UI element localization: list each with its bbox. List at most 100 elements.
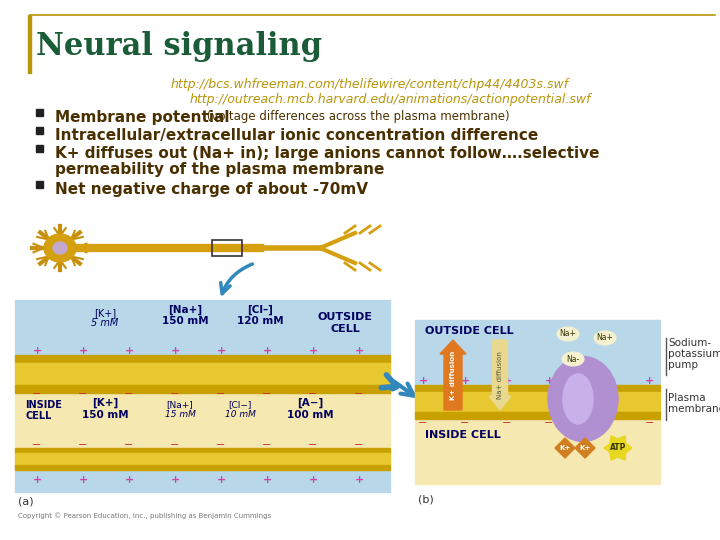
Bar [28, 15, 31, 73]
FancyArrowPatch shape [395, 382, 414, 396]
Text: 120 mΜ: 120 mΜ [237, 316, 283, 326]
Text: −: − [125, 389, 134, 399]
Text: (voltage differences across the plasma membrane): (voltage differences across the plasma m… [203, 110, 510, 123]
Text: [A−]: [A−] [297, 398, 323, 408]
Text: −: − [645, 418, 654, 428]
Text: −: − [125, 440, 134, 450]
Text: K+: K+ [580, 445, 590, 451]
Text: +: + [308, 475, 318, 485]
Text: (a): (a) [18, 497, 34, 507]
Bar [15, 363, 390, 385]
Text: −: − [354, 389, 364, 399]
Text: potassium: potassium [668, 349, 720, 359]
Text: http://outreach.mcb.harvard.edu/animations/actionpotential.swf: http://outreach.mcb.harvard.edu/animatio… [189, 93, 590, 106]
Bar [212, 240, 242, 256]
Ellipse shape [44, 234, 76, 262]
Text: 100 mΜ: 100 mΜ [287, 410, 333, 420]
Text: −: − [171, 440, 180, 450]
Text: −: − [308, 440, 318, 450]
Text: −: − [460, 418, 469, 428]
Text: K+: K+ [559, 445, 571, 451]
Text: −: − [354, 440, 364, 450]
Bar [36, 145, 43, 152]
Text: http://bcs.whfreeman.com/thelifewire/content/chp44/4403s.swf: http://bcs.whfreeman.com/thelifewire/con… [171, 78, 569, 91]
Text: 10 mΜ: 10 mΜ [225, 410, 256, 419]
Bar [415, 412, 660, 419]
Bar [15, 385, 390, 393]
Text: [K+]: [K+] [94, 308, 116, 318]
Ellipse shape [548, 356, 618, 442]
Bar [36, 127, 43, 134]
Text: INSIDE CELL: INSIDE CELL [425, 430, 500, 440]
Text: −: − [78, 440, 88, 450]
Text: [Cl−]: [Cl−] [228, 400, 252, 409]
Text: K+ diffusion: K+ diffusion [450, 350, 456, 400]
Text: +: + [354, 346, 364, 356]
Text: (b): (b) [418, 495, 433, 505]
Polygon shape [604, 436, 632, 460]
Bar [15, 448, 390, 453]
Text: +: + [308, 346, 318, 356]
Text: INSIDE: INSIDE [25, 400, 62, 410]
Text: −: − [503, 418, 512, 428]
Ellipse shape [53, 242, 67, 254]
Bar [15, 300, 390, 355]
Text: +: + [125, 475, 134, 485]
Text: CELL: CELL [330, 324, 360, 334]
Text: Na-: Na- [567, 354, 580, 363]
Text: K+ diffuses out (Na+ in); large anions cannot follow….selective: K+ diffuses out (Na+ in); large anions c… [55, 146, 600, 161]
Ellipse shape [562, 352, 584, 366]
Text: −: − [308, 389, 318, 399]
Text: Neural signaling: Neural signaling [36, 31, 322, 62]
Text: −: − [262, 440, 271, 450]
Text: ATP: ATP [610, 443, 626, 453]
Text: [Cl–]: [Cl–] [247, 305, 273, 315]
Text: −: − [262, 389, 271, 399]
Ellipse shape [594, 331, 616, 345]
Text: Plasma: Plasma [668, 393, 706, 403]
Text: −: − [171, 389, 180, 399]
Ellipse shape [563, 374, 593, 424]
Text: +: + [418, 376, 428, 386]
Text: +: + [460, 376, 469, 386]
Text: −: − [544, 418, 554, 428]
Text: +: + [354, 475, 364, 485]
Bar [415, 385, 660, 392]
Bar [15, 465, 390, 470]
Text: +: + [125, 346, 134, 356]
Bar [415, 419, 660, 484]
Text: membrane: membrane [668, 404, 720, 414]
Text: +: + [32, 475, 42, 485]
Text: −: − [32, 389, 42, 399]
Text: Net negative charge of about -70mV: Net negative charge of about -70mV [55, 182, 368, 197]
Text: +: + [262, 475, 271, 485]
Text: OUTSIDE CELL: OUTSIDE CELL [425, 326, 513, 336]
Text: +: + [217, 475, 225, 485]
Text: +: + [32, 346, 42, 356]
Text: 150 mΜ: 150 mΜ [162, 316, 208, 326]
Bar [36, 181, 43, 188]
Text: +: + [171, 346, 179, 356]
Bar [415, 392, 660, 412]
Text: 150 mΜ: 150 mΜ [81, 410, 128, 420]
Bar [15, 393, 390, 448]
Text: −: − [418, 418, 428, 428]
Bar [36, 109, 43, 116]
Text: +: + [645, 376, 654, 386]
Text: Na+ diffusion: Na+ diffusion [497, 351, 503, 399]
Text: Intracellular/extracellular ionic concentration difference: Intracellular/extracellular ionic concen… [55, 128, 539, 143]
Text: +: + [544, 376, 554, 386]
Polygon shape [555, 438, 575, 458]
Text: permeability of the plasma membrane: permeability of the plasma membrane [55, 162, 384, 177]
Text: +: + [78, 475, 88, 485]
Text: +: + [503, 376, 512, 386]
Text: +: + [262, 346, 271, 356]
Text: 15 mΜ: 15 mΜ [165, 410, 195, 419]
Text: Na+: Na+ [597, 334, 613, 342]
Text: −: − [32, 440, 42, 450]
Text: −: − [78, 389, 88, 399]
Text: +: + [217, 346, 225, 356]
Text: CELL: CELL [25, 411, 51, 421]
Text: Copyright © Pearson Education, Inc., publishing as Benjamin Cummings: Copyright © Pearson Education, Inc., pub… [18, 512, 271, 519]
FancyArrow shape [489, 340, 511, 410]
